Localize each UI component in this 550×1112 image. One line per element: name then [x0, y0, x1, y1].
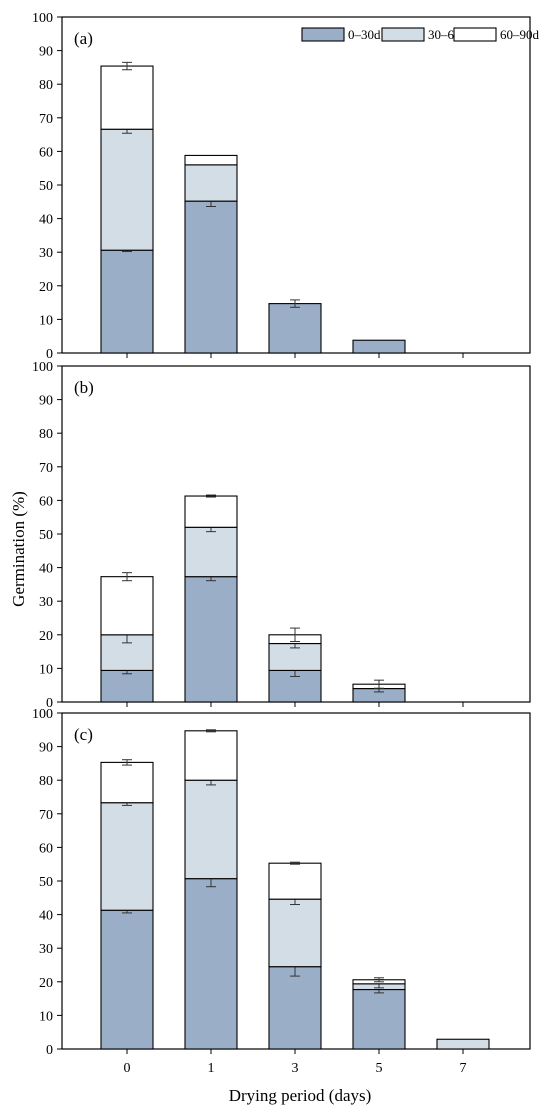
- bar-segment-0-30d-day-1: [184, 878, 238, 1050]
- y-tick-label: 80: [39, 774, 53, 789]
- y-tick-label: 0: [46, 347, 53, 362]
- y-tick-label: 60: [39, 841, 53, 856]
- y-tick-label: 100: [32, 11, 53, 26]
- panel-label: (a): [74, 29, 93, 48]
- bar-segment-0-30d-day-3: [268, 966, 322, 1050]
- bar-segment-60-90d-day-3: [268, 862, 322, 900]
- error-bar: [290, 299, 300, 308]
- y-tick-label: 50: [39, 528, 53, 543]
- y-tick-label: 40: [39, 909, 53, 924]
- bar-segment-30-60d-day-7: [436, 1038, 490, 1050]
- bar-segment-60-90d-day-0: [100, 65, 154, 130]
- error-bar: [122, 759, 132, 766]
- x-tick-label: 0: [124, 1061, 131, 1076]
- bar-segment-30-60d-day-1: [184, 164, 238, 202]
- y-tick-label: 70: [39, 112, 53, 127]
- y-tick-label: 90: [39, 394, 53, 409]
- bar-segment-0-30d-day-3: [268, 303, 322, 354]
- y-tick-label: 20: [39, 280, 53, 295]
- y-axis-title: Germination (%): [9, 491, 28, 607]
- bar-segment-0-30d-day-0: [100, 249, 154, 354]
- bar-segment-60-90d-day-1: [184, 154, 238, 166]
- bar-segment-30-60d-day-3: [268, 898, 322, 968]
- error-bar: [122, 572, 132, 582]
- bar-segment-30-60d-day-0: [100, 128, 154, 251]
- legend-swatch-60-90d: [453, 27, 497, 42]
- chart-panels: 0102030405060708090100(a)010203040506070…: [32, 11, 531, 1076]
- y-tick-label: 90: [39, 741, 53, 756]
- legend-swatch-0-30d: [301, 27, 345, 42]
- y-tick-label: 70: [39, 461, 53, 476]
- bar-segment-60-90d-day-1: [184, 495, 238, 528]
- y-tick-label: 40: [39, 562, 53, 577]
- y-tick-label: 60: [39, 494, 53, 509]
- y-tick-label: 100: [32, 360, 53, 375]
- error-bar: [290, 861, 300, 865]
- y-tick-label: 20: [39, 629, 53, 644]
- y-tick-label: 50: [39, 875, 53, 890]
- y-tick-label: 60: [39, 145, 53, 160]
- y-tick-label: 70: [39, 808, 53, 823]
- bar-segment-0-30d-day-1: [184, 576, 238, 703]
- panel-b: 0 10 20 30 40 50 60 70 80 90 100 (b): [32, 360, 531, 711]
- y-tick-label: 20: [39, 976, 53, 991]
- y-tick-label: 40: [39, 213, 53, 228]
- y-tick-label: 90: [39, 45, 53, 60]
- error-bar: [290, 627, 300, 643]
- bar-segment-60-90d-day-0: [100, 576, 154, 636]
- bar-segment-30-60d-day-1: [184, 779, 238, 880]
- x-tick-label: 3: [292, 1061, 299, 1076]
- bar-segment-0-30d-day-0: [100, 669, 154, 703]
- y-tick-label: 10: [39, 313, 53, 328]
- panel-c: 0 10 20 30 40 50 60 70 80 90 100 (c) 0 1 3 5 7: [32, 707, 531, 1076]
- panel-label: (c): [74, 725, 93, 744]
- y-tick-label: 10: [39, 662, 53, 677]
- y-tick-label: 80: [39, 78, 53, 93]
- x-axis-title: Drying period (days): [229, 1086, 372, 1105]
- x-tick-label: 5: [376, 1061, 383, 1076]
- bar-segment-60-90d-day-1: [184, 730, 238, 781]
- y-tick-label: 0: [46, 696, 53, 711]
- bar-segment-0-30d-day-0: [100, 909, 154, 1050]
- bar-segment-60-90d-day-0: [100, 761, 154, 804]
- panel-a: 0 10 20 30 40 50 60 70 80 90 100 (a): [32, 11, 531, 362]
- legend: 0–30d 30–60d 60–90d: [301, 27, 540, 42]
- legend-label-60-90d: 60–90d: [500, 27, 540, 42]
- y-tick-label: 100: [32, 707, 53, 722]
- x-tick-label: 1: [208, 1061, 215, 1076]
- bar-segment-30-60d-day-1: [184, 526, 238, 578]
- error-bar: [374, 679, 384, 689]
- y-tick-label: 30: [39, 246, 53, 261]
- bar-segment-0-30d-day-1: [184, 200, 238, 354]
- y-tick-label: 30: [39, 595, 53, 610]
- legend-swatch-30-60d: [381, 27, 425, 42]
- error-bar: [374, 977, 384, 983]
- bar-segment-30-60d-day-0: [100, 802, 154, 911]
- x-tick-label: 7: [460, 1061, 467, 1076]
- bar-segment-0-30d-day-5: [352, 339, 406, 354]
- y-tick-label: 30: [39, 942, 53, 957]
- y-tick-label: 50: [39, 179, 53, 194]
- panel-label: (b): [74, 378, 94, 397]
- error-bar: [122, 61, 132, 71]
- y-tick-label: 10: [39, 1009, 53, 1024]
- bar-segment-0-30d-day-5: [352, 988, 406, 1050]
- y-tick-label: 0: [46, 1043, 53, 1058]
- legend-label-0-30d: 0–30d: [348, 27, 381, 42]
- error-bar: [206, 729, 216, 733]
- y-tick-label: 80: [39, 427, 53, 442]
- error-bar: [206, 494, 216, 498]
